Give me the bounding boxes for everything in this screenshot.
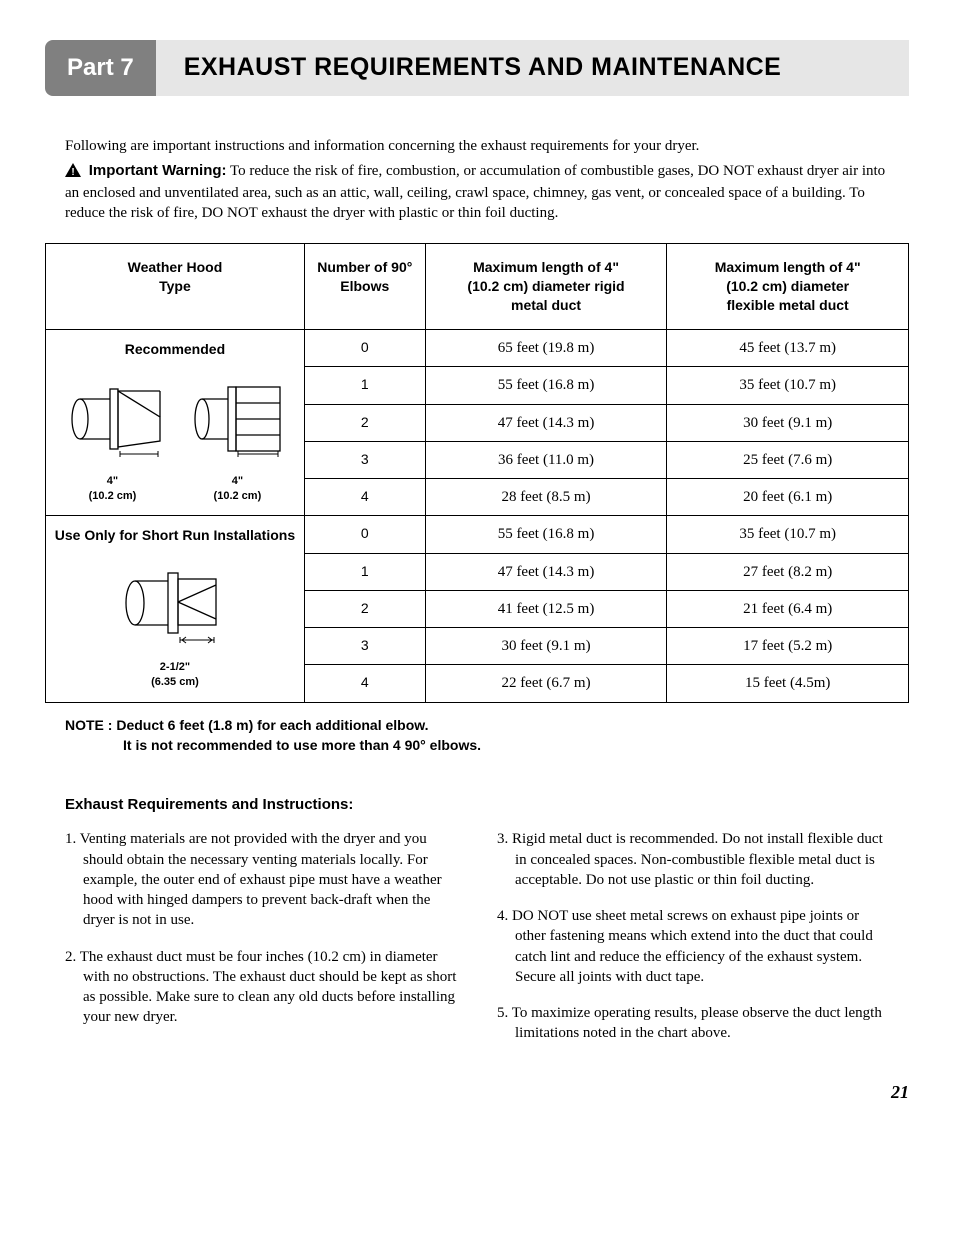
part-label: Part 7 — [45, 40, 156, 96]
warning-icon: ! — [65, 163, 81, 183]
instruction-item: Venting materials are not provided with … — [65, 829, 457, 930]
intro-line1: Following are important instructions and… — [65, 136, 889, 156]
instructions-columns: Venting materials are not provided with … — [65, 829, 889, 1059]
flex-cell: 15 feet (4.5m) — [667, 665, 909, 702]
duct-length-table: Weather HoodType Number of 90°Elbows Max… — [45, 243, 909, 702]
rigid-cell: 55 feet (16.8 m) — [425, 367, 667, 404]
col-header-1: Number of 90°Elbows — [317, 259, 412, 294]
col-header-3: Maximum length of 4"(10.2 cm) diameterfl… — [715, 259, 861, 313]
page-title: EXHAUST REQUIREMENTS AND MAINTENANCE — [156, 40, 909, 96]
rigid-cell: 28 feet (8.5 m) — [425, 479, 667, 516]
note-block: NOTE : Deduct 6 feet (1.8 m) for each ad… — [65, 715, 909, 756]
note-line2: It is not recommended to use more than 4… — [65, 735, 909, 755]
rigid-cell: 36 feet (11.0 m) — [425, 441, 667, 478]
instruction-item: To maximize operating results, please ob… — [497, 1003, 889, 1044]
col-header-2: Maximum length of 4"(10.2 cm) diameter r… — [467, 259, 624, 313]
table-row: Use Only for Short Run Installations — [46, 516, 909, 553]
elbows-cell: 0 — [304, 516, 425, 553]
flex-cell: 20 feet (6.1 m) — [667, 479, 909, 516]
warning-label: Important Warning: — [89, 162, 227, 179]
instruction-item: DO NOT use sheet metal screws on exhaust… — [497, 906, 889, 987]
flex-cell: 17 feet (5.2 m) — [667, 628, 909, 665]
elbows-cell: 3 — [304, 441, 425, 478]
svg-text:!: ! — [71, 167, 74, 177]
warning-paragraph: ! Important Warning: To reduce the risk … — [65, 161, 889, 224]
hood-section-title: Use Only for Short Run Installations — [50, 526, 300, 545]
rigid-cell: 47 feet (14.3 m) — [425, 553, 667, 590]
elbows-cell: 3 — [304, 628, 425, 665]
rigid-cell: 47 feet (14.3 m) — [425, 404, 667, 441]
col-header-0: Weather HoodType — [128, 259, 223, 294]
elbows-cell: 2 — [304, 590, 425, 627]
flex-cell: 27 feet (8.2 m) — [667, 553, 909, 590]
rigid-cell: 55 feet (16.8 m) — [425, 516, 667, 553]
hood-type-cell: Recommended — [46, 330, 305, 516]
elbows-cell: 0 — [304, 330, 425, 367]
hood-section-title: Recommended — [50, 340, 300, 359]
table-row: Recommended — [46, 330, 909, 367]
instructions-heading: Exhaust Requirements and Instructions: — [65, 795, 909, 815]
note-line1: NOTE : Deduct 6 feet (1.8 m) for each ad… — [65, 717, 429, 733]
intro-block: Following are important instructions and… — [65, 136, 889, 223]
hood3-dim-metric: (6.35 cm) — [151, 676, 199, 688]
rigid-cell: 65 feet (19.8 m) — [425, 330, 667, 367]
hood3-dim: 2-1/2" — [160, 661, 190, 673]
instruction-item: The exhaust duct must be four inches (10… — [65, 947, 457, 1028]
elbows-cell: 2 — [304, 404, 425, 441]
elbows-cell: 1 — [304, 367, 425, 404]
page-number: 21 — [45, 1080, 909, 1104]
flex-cell: 45 feet (13.7 m) — [667, 330, 909, 367]
hood1-dim: 4" — [107, 475, 118, 487]
hood-type-cell: Use Only for Short Run Installations — [46, 516, 305, 702]
elbows-cell: 4 — [304, 665, 425, 702]
elbows-cell: 1 — [304, 553, 425, 590]
rigid-cell: 41 feet (12.5 m) — [425, 590, 667, 627]
instructions-left-col: Venting materials are not provided with … — [65, 829, 457, 1059]
instructions-right-col: Rigid metal duct is recommended. Do not … — [497, 829, 889, 1059]
hood-diagram-recommended: 4" (10.2 cm) 4" (10.2 cm) — [50, 369, 300, 504]
flex-cell: 30 feet (9.1 m) — [667, 404, 909, 441]
flex-cell: 25 feet (7.6 m) — [667, 441, 909, 478]
rigid-cell: 22 feet (6.7 m) — [425, 665, 667, 702]
flex-cell: 21 feet (6.4 m) — [667, 590, 909, 627]
rigid-cell: 30 feet (9.1 m) — [425, 628, 667, 665]
hood1-dim-metric: (10.2 cm) — [89, 490, 137, 502]
flex-cell: 35 feet (10.7 m) — [667, 367, 909, 404]
hood-diagram-shortrun: 2-1/2" (6.35 cm) — [50, 555, 300, 690]
elbows-cell: 4 — [304, 479, 425, 516]
hood2-dim-metric: (10.2 cm) — [214, 490, 262, 502]
flex-cell: 35 feet (10.7 m) — [667, 516, 909, 553]
hood2-dim: 4" — [232, 475, 243, 487]
instruction-item: Rigid metal duct is recommended. Do not … — [497, 829, 889, 890]
page-header: Part 7 EXHAUST REQUIREMENTS AND MAINTENA… — [45, 40, 909, 96]
